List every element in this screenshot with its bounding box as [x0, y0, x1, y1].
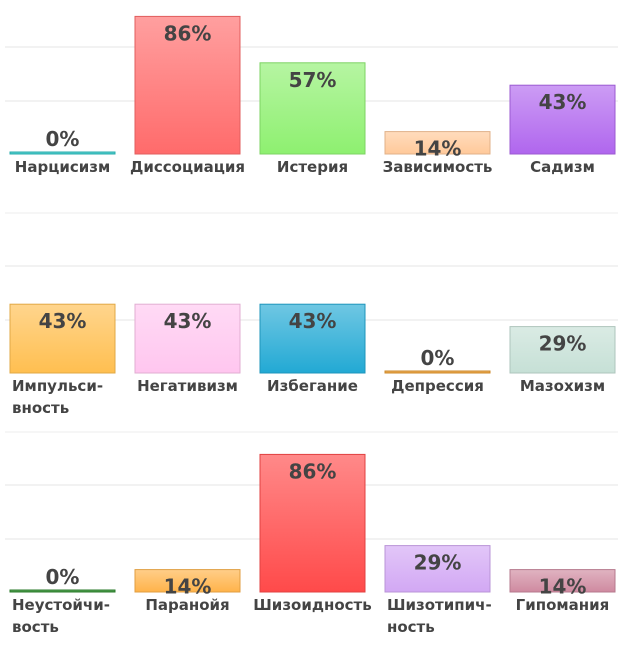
value-label-Шизоидность: 86% — [289, 459, 337, 483]
value-label-Гипомания: 14% — [539, 575, 587, 599]
category-label-Садизм: Садизм — [530, 158, 595, 176]
bar-Негативизм — [134, 303, 241, 374]
value-label-Диссоциация: 86% — [164, 21, 212, 45]
bar-Депрессия — [384, 370, 491, 374]
value-label-Негативизм: 43% — [164, 309, 212, 333]
category-label-line: Мазохизм — [520, 377, 605, 395]
category-label-line: ность — [387, 618, 435, 636]
value-label-Мазохизм: 29% — [539, 332, 587, 356]
bar-Мазохизм — [509, 326, 616, 374]
category-label-Депрессия: Депрессия — [391, 377, 484, 395]
bar-Импульсивность — [9, 303, 116, 374]
bar-Шизотипичность — [384, 545, 491, 593]
category-label-line: Зависимость — [383, 158, 493, 176]
category-label-Паранойя: Паранойя — [145, 596, 229, 614]
category-label-line: Избегание — [267, 377, 358, 395]
value-label-Нарцисизм: 0% — [46, 127, 80, 151]
category-label-Шизоидность: Шизоидность — [253, 596, 371, 614]
value-label-Депрессия: 0% — [421, 346, 455, 370]
category-label-line: Гипомания — [516, 596, 610, 614]
value-label-Садизм: 43% — [539, 90, 587, 114]
bar-Избегание — [259, 303, 366, 374]
value-label-Истерия: 57% — [289, 68, 337, 92]
category-label-Мазохизм: Мазохизм — [520, 377, 605, 395]
category-label-Импульсивность: Импульси-вность — [12, 377, 103, 417]
category-label-line: Истерия — [277, 158, 348, 176]
category-label-Негативизм: Негативизм — [137, 377, 238, 395]
category-label-line: Импульси- — [12, 377, 103, 395]
bar-Садизм — [509, 84, 616, 155]
category-label-line: Диссоциация — [130, 158, 245, 176]
value-label-Зависимость: 14% — [414, 137, 462, 161]
bar-Гипомания — [509, 569, 616, 593]
category-label-line: Депрессия — [391, 377, 484, 395]
category-label-Диссоциация: Диссоциация — [130, 158, 245, 176]
category-label-line: вость — [12, 618, 59, 636]
category-label-line: Негативизм — [137, 377, 238, 395]
category-label-line: вность — [12, 399, 69, 417]
category-label-line: Шизотипич- — [387, 596, 492, 614]
bar-Зависимость — [384, 131, 491, 155]
category-label-Избегание: Избегание — [267, 377, 358, 395]
bar-Шизоидность — [259, 453, 366, 593]
category-label-line: Неустойчи- — [12, 596, 110, 614]
category-label-line: Шизоидность — [253, 596, 371, 614]
category-label-Нарцисизм: Нарцисизм — [15, 158, 110, 176]
value-label-Паранойя: 14% — [164, 575, 212, 599]
category-label-line: Паранойя — [145, 596, 229, 614]
category-label-line: Садизм — [530, 158, 595, 176]
bar-Паранойя — [134, 569, 241, 593]
bar-layer — [9, 15, 616, 593]
bar-Неустойчивость — [9, 589, 116, 593]
bar-Нарцисизм — [9, 151, 116, 155]
category-label-line: Нарцисизм — [15, 158, 110, 176]
value-label-Импульсивность: 43% — [39, 309, 87, 333]
category-label-Шизотипичность: Шизотипич-ность — [387, 596, 492, 636]
category-label-Неустойчивость: Неустойчи-вость — [12, 596, 110, 636]
category-label-Истерия: Истерия — [277, 158, 348, 176]
category-label-Зависимость: Зависимость — [383, 158, 493, 176]
bar-Истерия — [259, 62, 366, 155]
value-label-Неустойчивость: 0% — [46, 565, 80, 589]
value-label-Избегание: 43% — [289, 309, 337, 333]
text-layer: 0%Нарцисизм86%Диссоциация57%Истерия14%За… — [12, 21, 609, 636]
value-label-Шизотипичность: 29% — [414, 551, 462, 575]
category-label-Гипомания: Гипомания — [516, 596, 610, 614]
bar-Диссоциация — [134, 15, 241, 155]
